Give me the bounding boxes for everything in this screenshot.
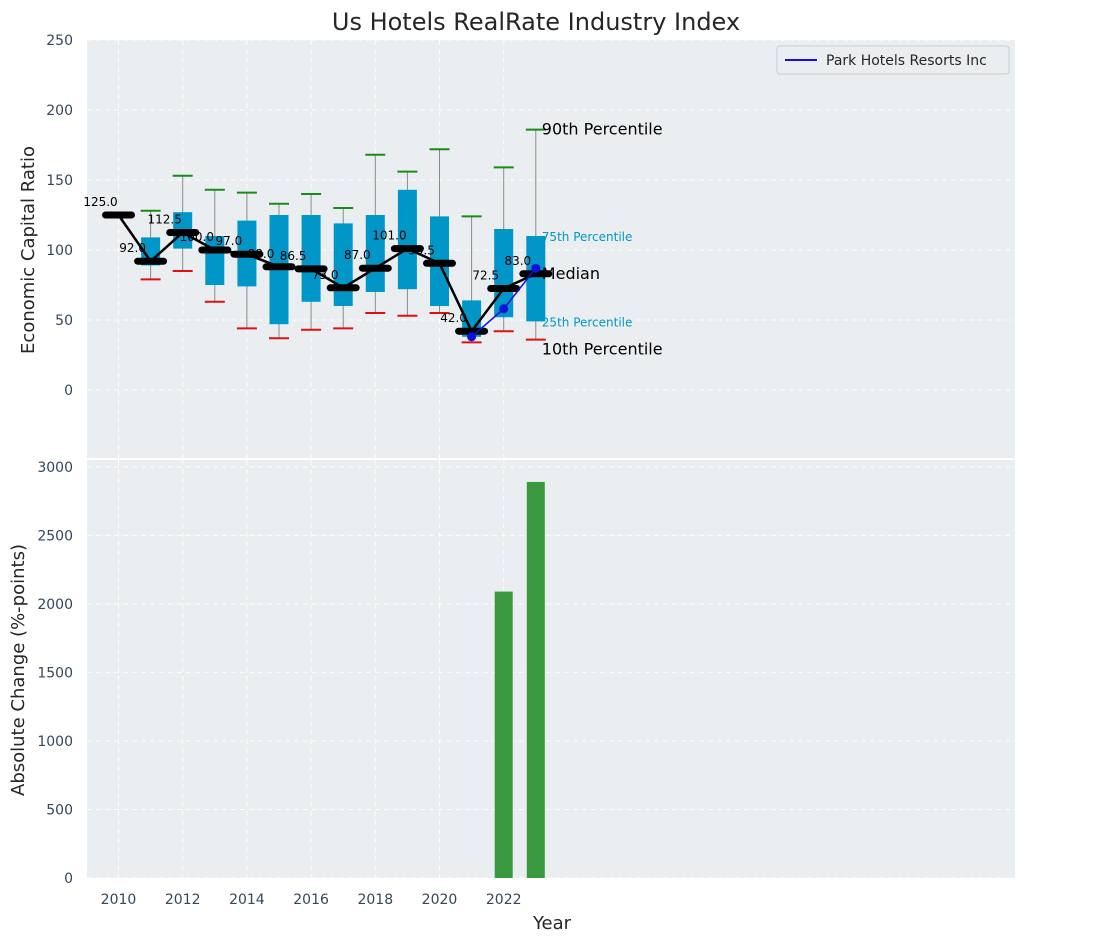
median-value-label: 73.0 — [312, 268, 339, 282]
iqr-box — [526, 236, 546, 322]
x-ticks: 2010 2012 2014 2016 2018 2020 2022 — [101, 892, 522, 908]
percentile-annotations: 90th Percentile 75th Percentile Median 25th… — [542, 120, 663, 359]
median-value-label: 83.0 — [504, 254, 531, 268]
box-plots — [140, 128, 546, 344]
median-value-label: 92.0 — [119, 241, 146, 255]
annotation-p90: 90th Percentile — [542, 120, 663, 139]
company-point — [467, 332, 477, 342]
median-value-label: 86.5 — [280, 249, 307, 263]
top-y-ticks: 0 50 100 150 200 250 — [46, 33, 73, 399]
top-y-tick-label: 250 — [46, 33, 73, 49]
x-tick-label: 2010 — [101, 892, 137, 908]
legend: Park Hotels Resorts Inc — [776, 45, 1010, 75]
median-value-label: 100.0 — [180, 230, 214, 244]
bottom-y-axis-label: Absolute Change (%-points) — [8, 544, 29, 796]
company-point — [531, 263, 541, 273]
x-tick-label: 2020 — [422, 892, 458, 908]
median-value-label: 90.5 — [408, 243, 435, 257]
median-value-label: 87.0 — [344, 248, 371, 262]
x-tick-label: 2022 — [486, 892, 522, 908]
annotation-median: Median — [542, 264, 600, 283]
x-tick-label: 2018 — [357, 892, 393, 908]
bottom-y-tick-label: 2500 — [37, 528, 73, 544]
bottom-y-ticks: 0 500 1000 1500 2000 2500 3000 — [37, 460, 73, 887]
bottom-y-tick-label: 1000 — [37, 734, 73, 750]
median-value-label: 42.0 — [440, 311, 467, 325]
median-value-label: 101.0 — [372, 229, 406, 243]
legend-box — [776, 45, 1010, 75]
x-tick-label: 2016 — [293, 892, 329, 908]
annotation-p25: 25th Percentile — [542, 315, 633, 329]
bottom-y-tick-label: 1500 — [37, 665, 73, 681]
iqr-box — [301, 215, 321, 302]
change-bar — [526, 481, 545, 878]
bottom-panel-background — [87, 460, 1015, 878]
chart-title: Us Hotels RealRate Industry Index — [332, 8, 740, 36]
top-y-axis-label: Economic Capital Ratio — [18, 146, 39, 354]
change-bar — [494, 591, 513, 878]
bottom-gridlines — [87, 460, 1015, 879]
median-value-label: 97.0 — [216, 234, 243, 248]
company-series — [467, 263, 541, 342]
top-y-tick-label: 100 — [46, 243, 73, 259]
iqr-box — [365, 215, 385, 292]
annotation-p10: 10th Percentile — [542, 339, 663, 358]
top-y-tick-label: 150 — [46, 173, 73, 189]
top-y-tick-label: 200 — [46, 103, 73, 119]
median-value-label: 72.5 — [472, 269, 499, 283]
x-axis-label: Year — [532, 913, 572, 934]
median-value-label: 88.0 — [248, 247, 275, 261]
change-bars — [494, 481, 545, 878]
iqr-box — [462, 300, 482, 337]
median-value-label: 112.5 — [148, 213, 182, 227]
legend-label: Park Hotels Resorts Inc — [826, 53, 987, 69]
iqr-box — [397, 189, 417, 290]
bottom-y-tick-label: 0 — [64, 871, 73, 887]
annotation-p75: 75th Percentile — [542, 230, 633, 244]
bottom-y-tick-label: 3000 — [37, 460, 73, 476]
bottom-y-tick-label: 2000 — [37, 597, 73, 613]
top-y-tick-label: 50 — [55, 313, 73, 329]
median-series — [102, 211, 553, 335]
company-point — [499, 304, 509, 314]
x-tick-label: 2014 — [229, 892, 265, 908]
x-tick-label: 2012 — [165, 892, 201, 908]
bottom-y-tick-label: 500 — [46, 802, 73, 818]
iqr-box — [333, 223, 353, 306]
median-value-label: 125.0 — [83, 195, 117, 209]
top-y-tick-label: 0 — [64, 383, 73, 399]
